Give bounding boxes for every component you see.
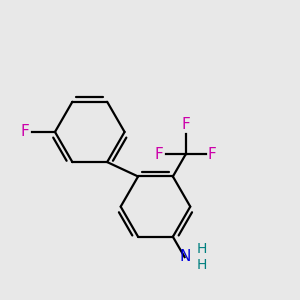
Text: N: N (180, 249, 191, 264)
Text: H: H (196, 242, 207, 256)
Text: H: H (196, 258, 207, 272)
Text: F: F (21, 124, 29, 140)
Text: F: F (208, 147, 216, 162)
Text: F: F (181, 117, 190, 132)
Text: F: F (155, 147, 164, 162)
